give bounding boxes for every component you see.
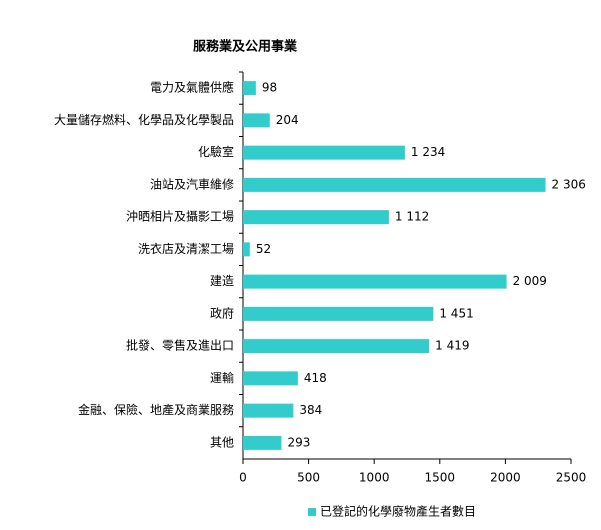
value-label: 204: [276, 113, 299, 127]
value-label: 384: [299, 403, 322, 417]
value-label: 52: [256, 242, 271, 256]
bar: [243, 210, 389, 225]
bar: [243, 274, 507, 289]
x-tick-label: 2500: [556, 471, 587, 485]
y-tick-label: 電力及氣體供應: [150, 80, 234, 95]
bar: [243, 403, 294, 418]
y-tick-label: 建造: [210, 274, 234, 288]
y-tick-label: 運輸: [210, 370, 234, 385]
y-tick-label: 化驗室: [198, 144, 234, 159]
x-tick-label: 500: [297, 471, 320, 485]
bar: [243, 306, 434, 321]
y-tick-label: 洗衣店及清潔工場: [138, 241, 234, 256]
y-tick-label: 其他: [210, 435, 234, 449]
value-label: 1 112: [395, 210, 429, 224]
value-label: 1 419: [435, 339, 469, 353]
value-label: 1 451: [439, 306, 473, 320]
chart-title: 服務業及公用事業: [193, 39, 298, 55]
bar: [243, 113, 270, 128]
y-tick-label: 油站及汽車維修: [150, 176, 234, 191]
y-tick-label: 大量儲存燃料、化學品及化學製品: [54, 112, 234, 127]
bar: [243, 177, 546, 192]
x-tick-label: 0: [239, 471, 247, 485]
x-tick-label: 1500: [425, 471, 456, 485]
x-tick-label: 1000: [359, 471, 390, 485]
value-label: 1 234: [411, 145, 445, 159]
value-label: 98: [262, 81, 277, 95]
legend-swatch: [308, 508, 316, 516]
x-tick-label: 2000: [490, 471, 521, 485]
bar: [243, 339, 430, 354]
bar: [243, 81, 256, 96]
legend-label: 已登記的化學廢物產生者數目: [320, 504, 476, 519]
value-label: 418: [304, 371, 327, 385]
y-tick-label: 沖晒相片及攝影工場: [126, 209, 234, 224]
value-label: 2 306: [552, 177, 586, 191]
bar: [243, 435, 282, 450]
bar: [243, 242, 250, 257]
y-tick-label: 批發、零售及進出口: [126, 338, 234, 353]
bar: [243, 145, 405, 160]
value-label: 2 009: [513, 274, 547, 288]
bar: [243, 371, 298, 386]
y-tick-label: 政府: [210, 305, 234, 320]
y-tick-label: 金融、保險、地產及商業服務: [78, 402, 234, 417]
value-label: 293: [287, 435, 310, 449]
